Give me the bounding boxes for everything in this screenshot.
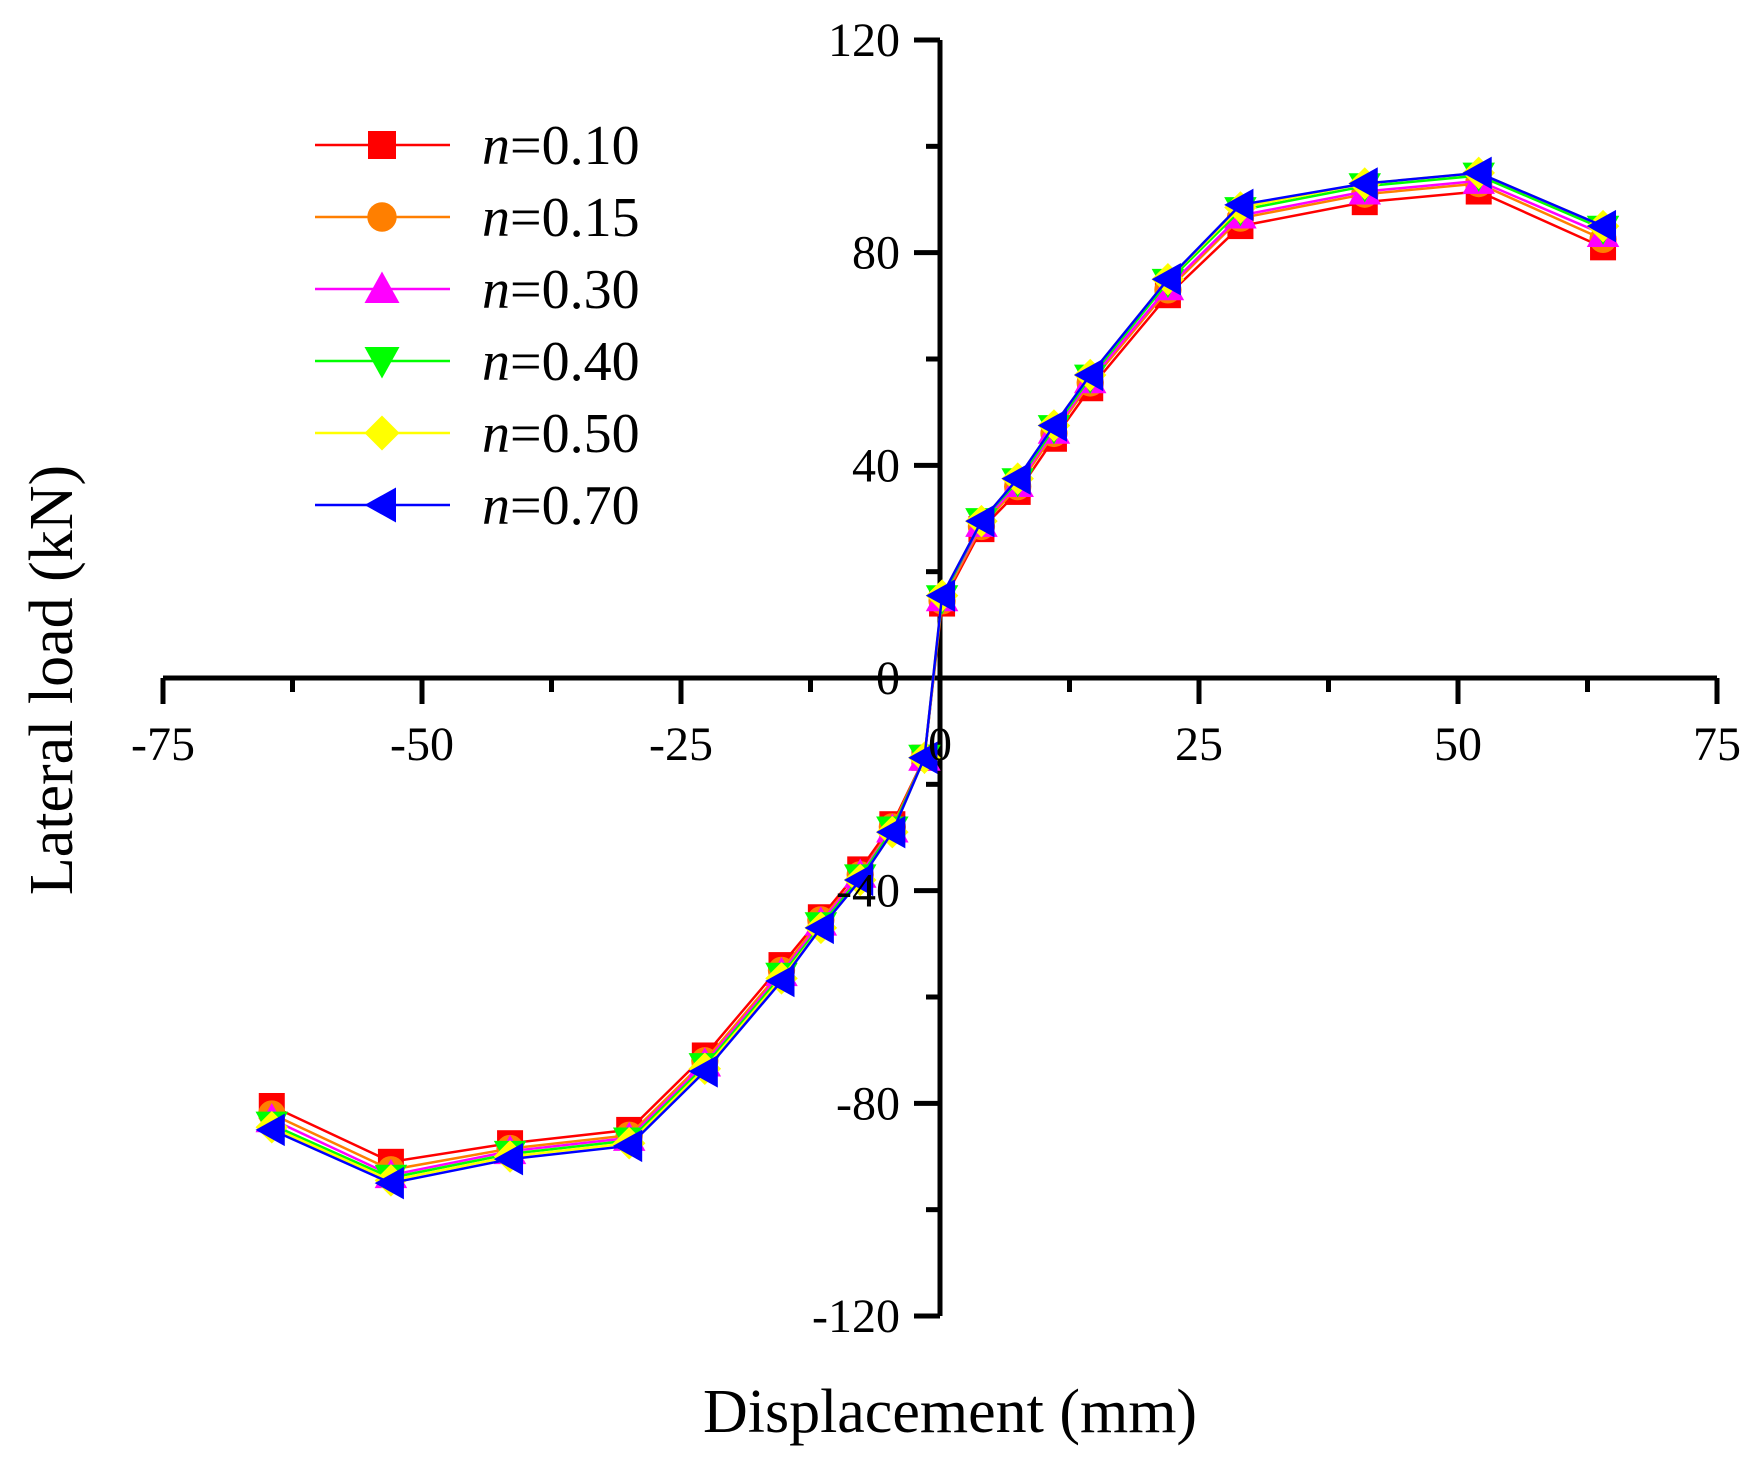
legend-label-variable: n — [482, 187, 510, 249]
legend-entry: n=0.15 — [315, 187, 640, 249]
legend-marker — [364, 415, 400, 451]
legend: n=0.10n=0.15n=0.30n=0.40n=0.50n=0.70 — [315, 115, 640, 537]
y-tick-label: -80 — [836, 1077, 900, 1130]
data-point — [1348, 167, 1378, 200]
legend-marker — [368, 131, 396, 159]
data-point — [1224, 188, 1254, 222]
legend-entry: n=0.40 — [315, 331, 640, 393]
x-tick-label: -75 — [131, 718, 195, 771]
y-tick-label: -120 — [812, 1290, 900, 1343]
data-point — [843, 863, 874, 897]
y-axis-title: Lateral load (kN) — [18, 465, 86, 895]
y-tick-label: 120 — [828, 14, 900, 67]
legend-marker — [364, 487, 396, 523]
legend-entry: n=0.70 — [315, 475, 640, 537]
x-tick-label: 50 — [1434, 718, 1482, 771]
legend-label-variable: n — [482, 403, 510, 465]
legend-label: n=0.15 — [482, 187, 640, 249]
data-point — [925, 579, 956, 612]
legend-label-value: =0.30 — [510, 259, 640, 321]
legend-label: n=0.70 — [482, 475, 640, 537]
data-point — [1586, 209, 1617, 243]
axes — [160, 37, 1720, 1319]
legend-label-value: =0.50 — [510, 403, 640, 465]
y-tick-label: 40 — [852, 439, 900, 492]
legend-marker — [367, 202, 397, 232]
legend-label: n=0.30 — [482, 259, 640, 321]
x-tick-label: -25 — [649, 718, 713, 771]
y-tick-label: 0 — [876, 652, 900, 705]
data-point — [255, 1113, 285, 1147]
data-point — [1001, 462, 1031, 495]
data-point — [965, 504, 995, 538]
data-point — [765, 964, 795, 998]
data-point — [1073, 358, 1104, 392]
legend-label-variable: n — [482, 259, 510, 321]
data-point — [612, 1129, 643, 1163]
data-point — [1037, 409, 1067, 442]
legend-label-value: =0.40 — [510, 331, 640, 393]
legend-label: n=0.10 — [482, 115, 640, 177]
data-point — [804, 911, 834, 945]
x-tick-label: -50 — [390, 718, 454, 771]
legend-label: n=0.40 — [482, 331, 640, 393]
data-point — [1462, 156, 1492, 190]
series-n=0.70 — [255, 156, 1617, 1200]
legend-entry: n=0.50 — [315, 403, 640, 465]
legend-entry: n=0.10 — [315, 115, 640, 177]
data-point — [1151, 263, 1181, 296]
legend-label-variable: n — [482, 331, 510, 393]
y-tick-label: -40 — [836, 865, 900, 918]
data-point — [688, 1055, 718, 1088]
legend-label-variable: n — [482, 115, 510, 177]
x-tick-label: 25 — [1175, 718, 1223, 771]
x-tick-label: 0 — [928, 718, 952, 771]
x-tick-label: 75 — [1693, 718, 1741, 771]
tick-labels: -75 -50 -25 0 25 50 75 -120 -80 -40 0 40 80 120 — [131, 14, 1741, 1343]
legend-entry: n=0.30 — [315, 259, 640, 321]
legend-label-variable: n — [482, 475, 510, 537]
data-point — [908, 741, 938, 774]
series-layer — [255, 156, 1620, 1200]
data-point — [374, 1166, 404, 1200]
data-point — [493, 1142, 524, 1176]
legend-marker — [364, 347, 400, 379]
y-tick-label: 80 — [852, 227, 900, 280]
legend-label-value: =0.70 — [510, 475, 640, 537]
legend-label-value: =0.15 — [510, 187, 640, 249]
legend-label-value: =0.10 — [510, 115, 640, 177]
legend-marker — [364, 271, 400, 303]
data-point — [876, 815, 906, 849]
x-axis-title: Displacement (mm) — [703, 1378, 1197, 1446]
legend-label: n=0.50 — [482, 403, 640, 465]
